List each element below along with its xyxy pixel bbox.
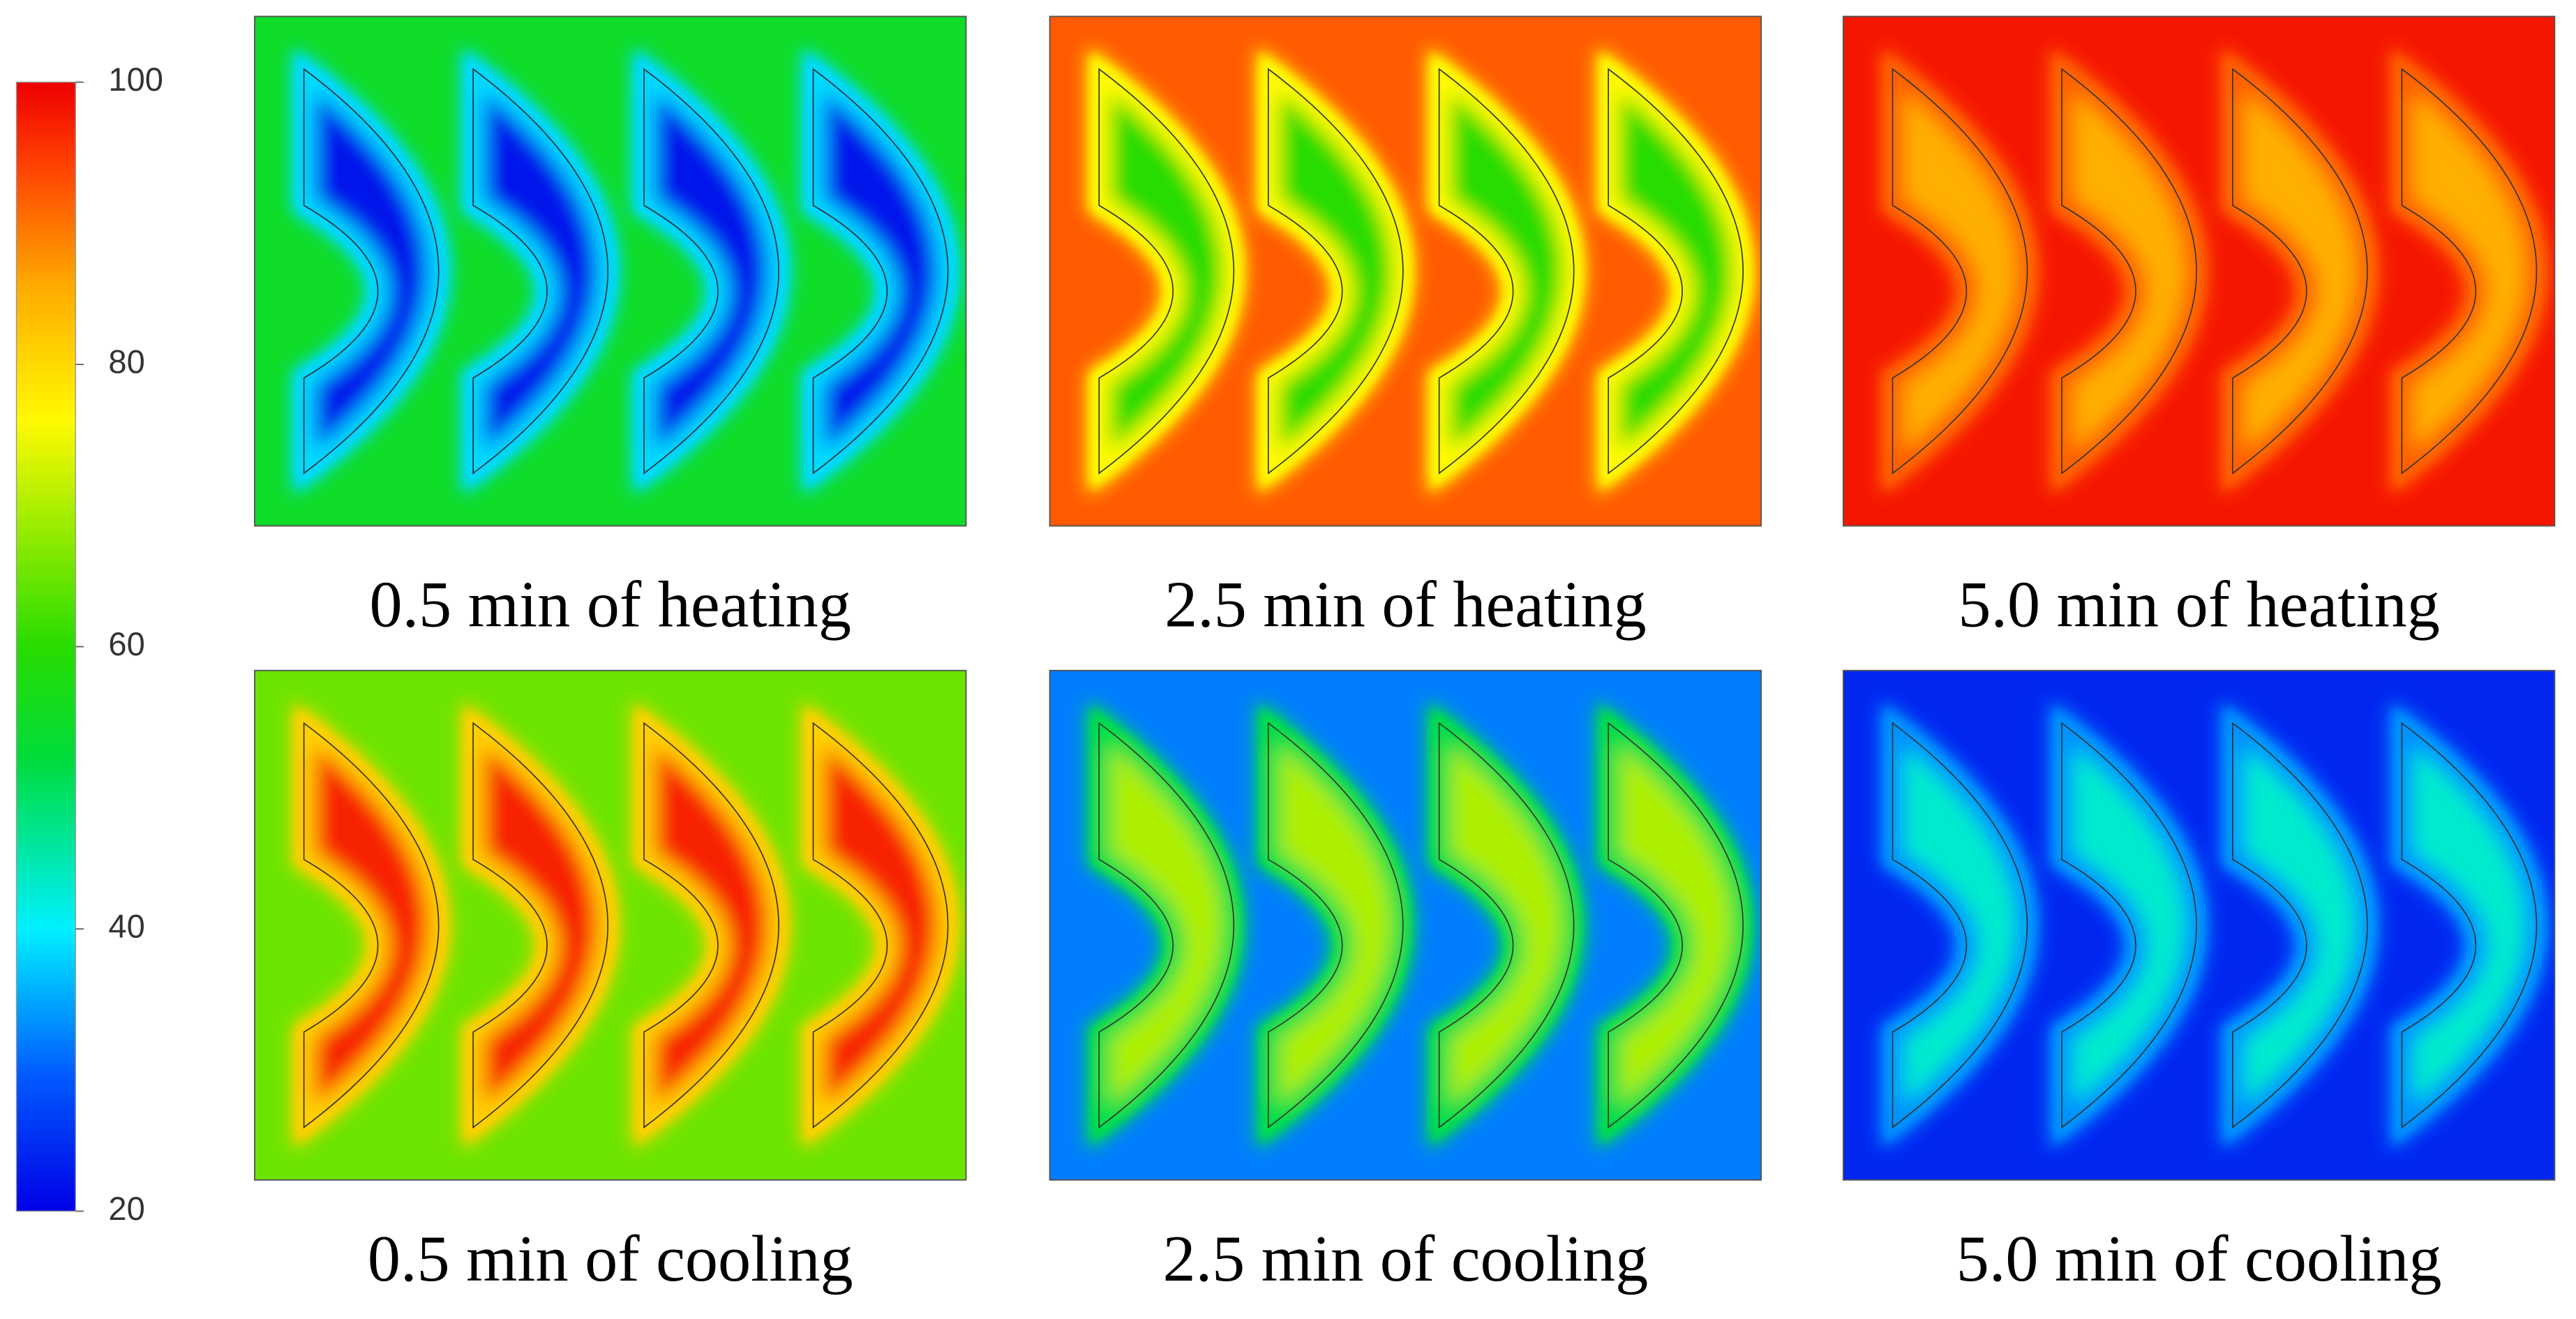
panel-field [254, 16, 966, 526]
panel-field [1843, 16, 2555, 526]
crescent-outline [472, 68, 608, 475]
panel-caption: 5.0 min of cooling [1956, 1223, 2442, 1295]
crescent-outline [1608, 722, 1744, 1129]
panel-caption: 5.0 min of heating [1958, 569, 2439, 641]
colorbar-tick-label: 80 [108, 343, 144, 380]
panel-field [1049, 670, 1762, 1180]
crescent-outline [2061, 68, 2197, 475]
crescent-outline [643, 722, 779, 1129]
crescent-outline [303, 68, 440, 475]
panel-field [254, 670, 966, 1180]
contour-panel [254, 669, 967, 1181]
panel-border [1842, 669, 2556, 1181]
panel-caption: 2.5 min of heating [1165, 569, 1646, 641]
crescent-outline [1438, 68, 1575, 475]
crescent-outline [1438, 722, 1575, 1129]
crescent-outline [1608, 68, 1744, 475]
crescent-outline [812, 68, 949, 475]
contour-panel [1842, 669, 2556, 1181]
contour-panel [1842, 15, 2556, 527]
contour-panel [1049, 669, 1762, 1181]
panel-border [254, 15, 967, 527]
panel-caption: 2.5 min of cooling [1162, 1223, 1648, 1295]
colorbar-tick-label: 100 [108, 61, 163, 98]
colorbar-tick-label: 40 [108, 908, 144, 945]
panel-field [1843, 670, 2555, 1180]
contour-panel [1049, 15, 1762, 527]
crescent-outline [1892, 722, 2028, 1129]
crescent-outline [1267, 68, 1404, 475]
crescent-outline [643, 68, 779, 475]
crescent-outline [303, 722, 440, 1129]
panel-field [1049, 16, 1762, 526]
panel-border [1049, 15, 1762, 527]
crescent-outline [2061, 722, 2197, 1129]
crescent-outline [1267, 722, 1404, 1129]
crescent-outline [1098, 68, 1234, 475]
panel-border [254, 669, 967, 1181]
contour-panel [254, 15, 967, 527]
panel-caption: 0.5 min of cooling [368, 1223, 853, 1295]
crescent-outline [2232, 68, 2368, 475]
panel-border [1049, 669, 1762, 1181]
crescent-outline [812, 722, 949, 1129]
crescent-outline [2232, 722, 2368, 1129]
colorbar [15, 82, 77, 1212]
crescent-outline [2401, 68, 2538, 475]
panel-border [1842, 15, 2556, 527]
panel-caption: 0.5 min of heating [370, 569, 851, 641]
colorbar-tick-label: 20 [108, 1190, 144, 1227]
crescent-outline [1892, 68, 2028, 475]
crescent-outline [472, 722, 608, 1129]
colorbar-tick-label: 60 [108, 625, 144, 662]
crescent-outline [1098, 722, 1234, 1129]
crescent-outline [2401, 722, 2538, 1129]
